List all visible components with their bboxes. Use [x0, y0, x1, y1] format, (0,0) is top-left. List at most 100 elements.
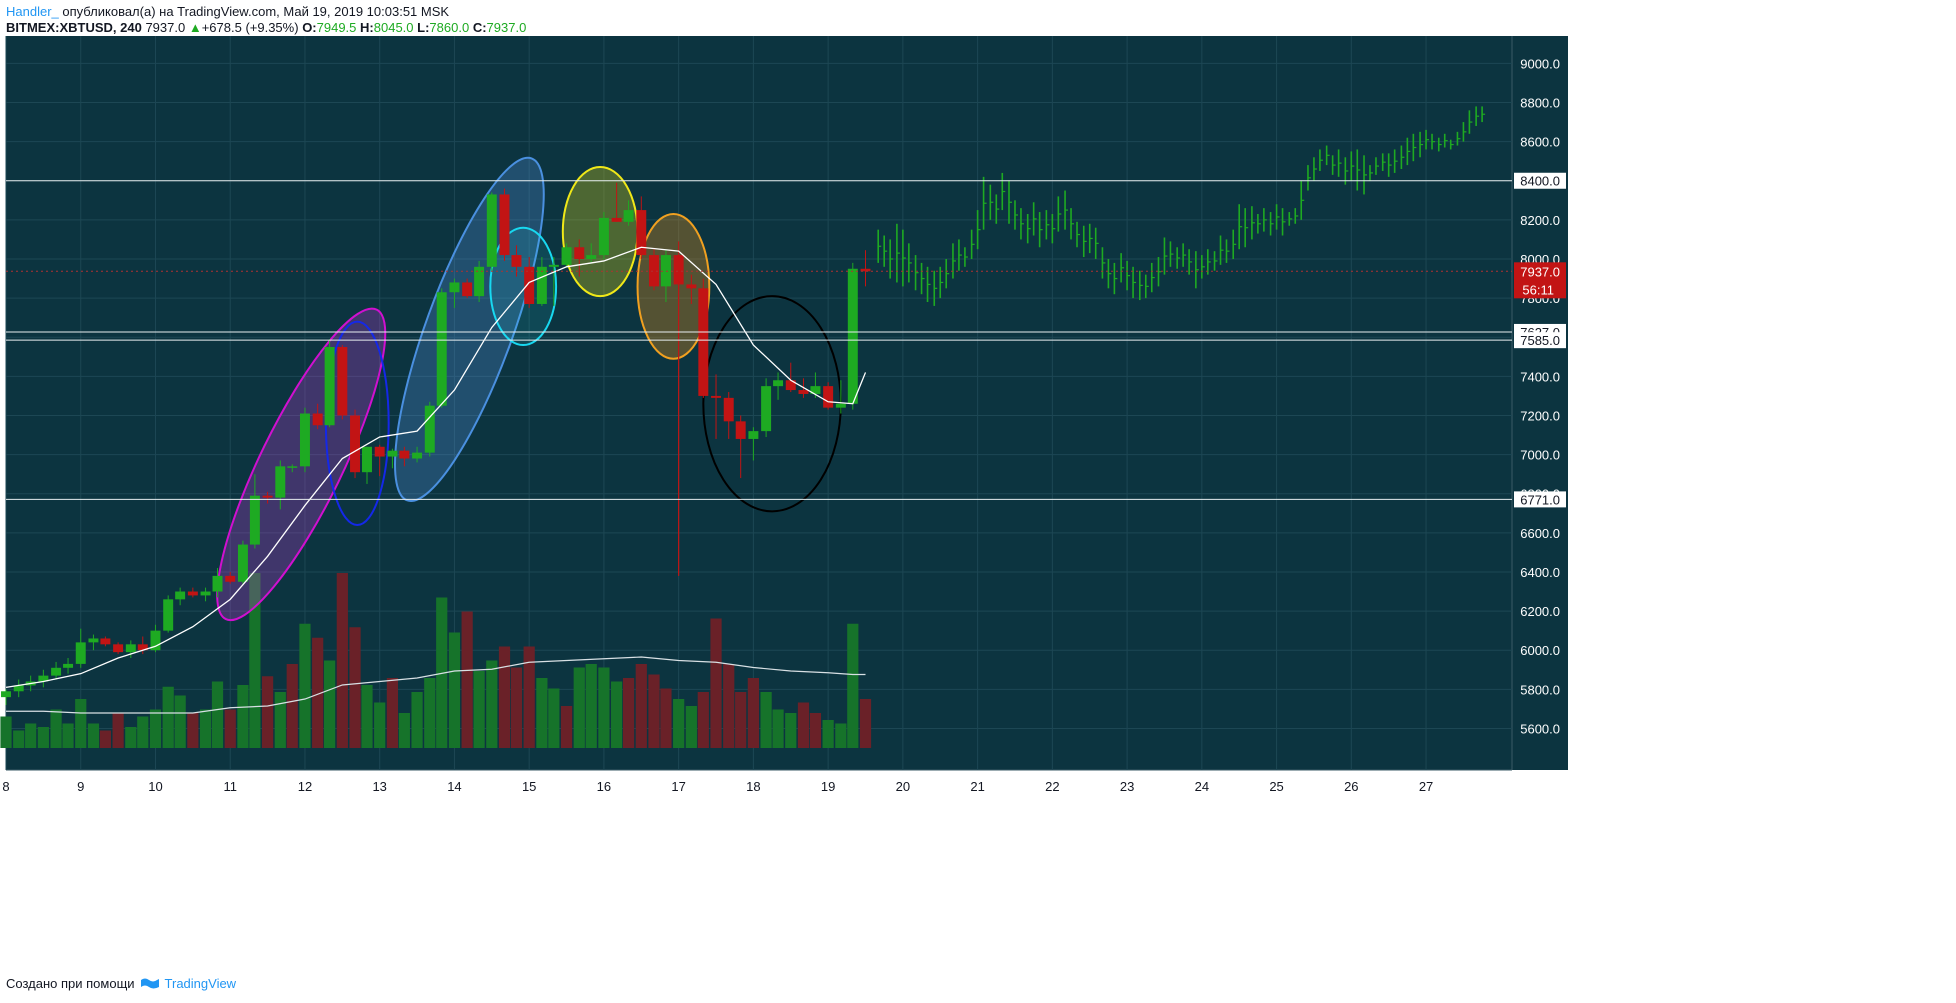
tradingview-brand-link[interactable]: TradingView [164, 976, 237, 991]
candle-body [187, 591, 198, 596]
candle-body [623, 210, 634, 222]
volume-bar [374, 702, 386, 748]
candle-body [723, 397, 734, 422]
volume-bar [162, 686, 174, 748]
candle-body [374, 446, 385, 457]
candle-body [798, 390, 809, 394]
x-axis-tick-label: 13 [372, 779, 386, 794]
candle-body [113, 644, 124, 653]
candle-body [474, 266, 485, 297]
candle-body [88, 638, 99, 643]
x-axis-tick-label: 16 [597, 779, 611, 794]
low-value: 7860.0 [429, 20, 470, 35]
volume-bar [149, 709, 162, 748]
footer: Создано при помощи TradingView [6, 976, 236, 991]
candle-body [212, 575, 223, 592]
candle-body [275, 466, 286, 498]
y-axis-tick-label: 6400.0 [1520, 565, 1560, 580]
candle-body [13, 685, 24, 692]
volume-bar [448, 632, 461, 748]
x-axis-tick-label: 21 [970, 779, 984, 794]
level-label: 7585.0 [1520, 333, 1560, 348]
level-label-background [1514, 332, 1566, 349]
x-axis-tick-label: 17 [671, 779, 685, 794]
candle-body [175, 591, 186, 600]
candle-body [598, 217, 609, 256]
created-with-text: Создано при помощи [6, 976, 135, 991]
candle-body [499, 194, 510, 256]
y-axis-tick-label: 7200.0 [1520, 408, 1560, 423]
volume-bar [299, 623, 311, 748]
candle-body [449, 282, 460, 293]
candle-body [810, 386, 821, 394]
x-axis-tick-label: 25 [1269, 779, 1283, 794]
volume-bar [187, 713, 199, 748]
author-link[interactable]: Handler_ [6, 4, 59, 19]
candle-body [462, 282, 473, 297]
x-axis-tick-label: 18 [746, 779, 760, 794]
volume-bar [398, 713, 410, 748]
annotation-ellipse[interactable] [489, 226, 558, 347]
candle-body [350, 415, 361, 473]
volume-bar [585, 664, 597, 748]
candle-body [63, 663, 74, 668]
volume-bar [723, 664, 735, 748]
annotation-ellipse[interactable] [636, 213, 711, 360]
candle-body [362, 446, 372, 473]
volume-bar [249, 573, 261, 748]
x-axis-tick-label: 24 [1195, 779, 1209, 794]
candle-body [748, 431, 759, 439]
y-axis-tick-label: 7000.0 [1520, 448, 1560, 463]
volume-bar [598, 667, 610, 748]
candle-body [38, 675, 49, 682]
volume-bar [125, 727, 137, 748]
candle-body [660, 255, 671, 287]
publish-line: Handler_ опубликовал(а) на TradingView.c… [6, 4, 526, 20]
volume-bar [510, 667, 523, 748]
candle-body [287, 466, 298, 468]
candle-body [536, 266, 547, 304]
candle-body [735, 421, 746, 439]
candle-body [785, 380, 796, 391]
candle-body [711, 395, 722, 398]
volume-bar [312, 637, 324, 748]
candle-body [835, 403, 846, 408]
volume-bar [286, 664, 298, 748]
candle-body [125, 644, 136, 653]
x-axis-tick-label: 26 [1344, 779, 1358, 794]
volume-bar [536, 678, 548, 748]
candle-body [412, 452, 423, 459]
published-text: опубликовал(а) на TradingView.com, Май 1… [58, 4, 450, 19]
volume-bar [112, 713, 124, 748]
volume-bar [772, 709, 784, 748]
x-axis-tick-label: 10 [148, 779, 162, 794]
candle-body [847, 268, 858, 404]
volume-bar [622, 678, 635, 748]
level-label: 6771.0 [1520, 492, 1560, 507]
y-axis-tick-label: 8200.0 [1520, 213, 1560, 228]
volume-bar [25, 723, 37, 748]
volume-bar [274, 692, 286, 748]
volume-bar [822, 720, 834, 748]
volume-bar [361, 685, 373, 748]
candle-body [611, 217, 622, 222]
candle-body [548, 264, 559, 267]
candle-body [237, 544, 248, 582]
current-price-label: 7937.0 [1520, 264, 1560, 279]
candle-body [75, 642, 86, 664]
volume-bar [747, 678, 759, 748]
volume-bar [797, 702, 810, 748]
current-price-badge [1514, 262, 1566, 299]
x-axis-tick-label: 12 [298, 779, 312, 794]
candle-body [649, 255, 659, 287]
y-axis-tick-label: 6600.0 [1520, 526, 1560, 541]
y-axis-tick-label: 5600.0 [1520, 721, 1560, 736]
volume-bar [560, 706, 573, 748]
level-label-background [1514, 491, 1566, 508]
candle-body [761, 386, 772, 432]
volume-bar [174, 695, 186, 748]
candle-body [51, 667, 62, 676]
candle-body [673, 255, 684, 285]
candle-body [860, 268, 871, 272]
